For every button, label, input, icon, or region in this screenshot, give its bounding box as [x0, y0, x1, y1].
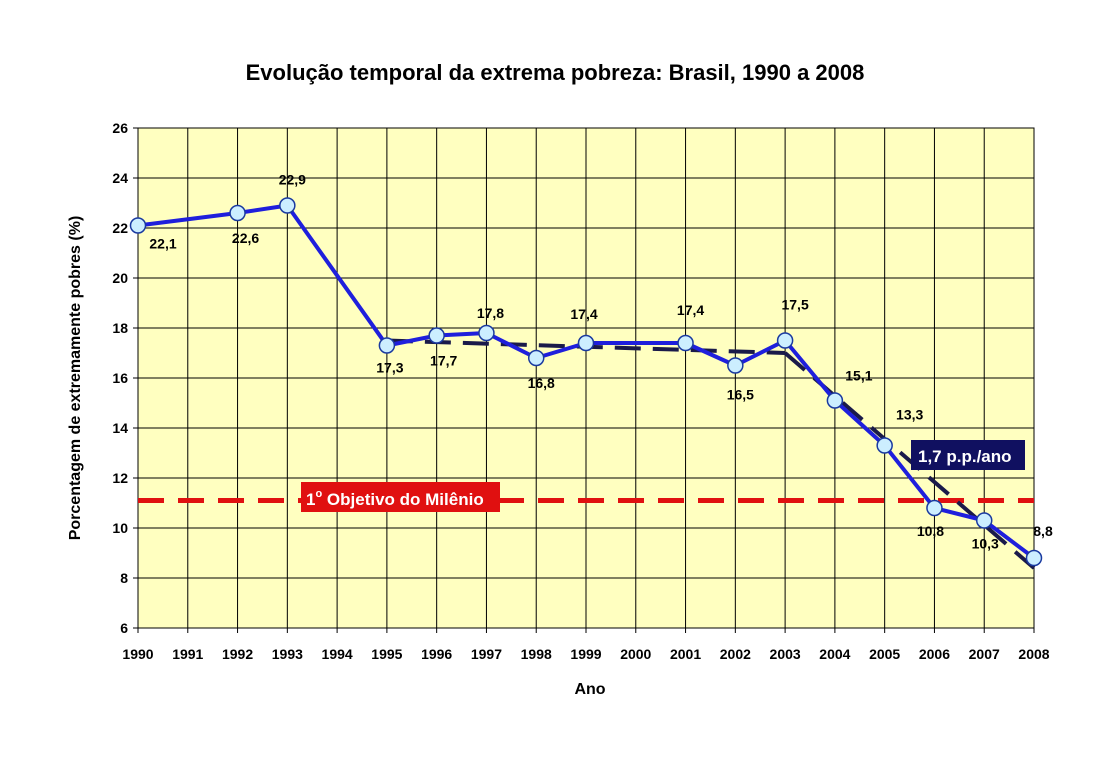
trend-annotation: 1,7 p.p./ano [911, 440, 1025, 470]
y-tick-label: 16 [112, 370, 128, 386]
y-tick-label: 14 [112, 420, 128, 436]
data-point-marker [577, 334, 595, 352]
data-label: 22,1 [149, 236, 176, 252]
y-tick-label: 24 [112, 170, 128, 186]
x-tick-label: 2004 [819, 646, 850, 662]
y-tick-label: 6 [120, 620, 128, 636]
x-tick-label: 1995 [371, 646, 402, 662]
x-tick-label: 2006 [919, 646, 950, 662]
goal-label-text: 1o Objetivo do Milênio [306, 488, 484, 509]
y-tick-label: 12 [112, 470, 128, 486]
y-axis-ticks: 6 8 10 12 14 16 18 20 22 24 26 [112, 120, 138, 636]
data-label: 17,7 [430, 353, 457, 369]
goal-label-main: 1 [306, 490, 315, 509]
x-tick-label: 2000 [620, 646, 651, 662]
data-label: 15,1 [845, 368, 872, 384]
data-point-marker [279, 197, 296, 214]
y-tick-label: 26 [112, 120, 128, 136]
trend-annotation-box [911, 440, 1025, 470]
data-label: 17,4 [570, 306, 597, 322]
data-label: 17,5 [781, 297, 808, 313]
goal-label-box [301, 482, 500, 512]
series-line [137, 203, 1036, 560]
data-label: 17,8 [477, 305, 504, 321]
x-tick-label: 2008 [1018, 646, 1049, 662]
x-tick-label: 1997 [471, 646, 502, 662]
trend-annotation-text: 1,7 p.p./ano [918, 447, 1012, 466]
goal-label: 1o Objetivo do Milênio [301, 482, 500, 512]
data-label: 22,6 [232, 230, 259, 246]
data-label: 10,8 [917, 523, 944, 539]
x-tick-label: 2005 [869, 646, 900, 662]
x-tick-label: 2002 [720, 646, 751, 662]
data-point-marker [975, 512, 993, 529]
x-axis-ticks: 1990 1991 1992 1993 1994 1995 1996 1997 1998 1999… [122, 628, 1050, 662]
y-tick-label: 10 [112, 520, 128, 536]
goal-label-rest: Objetivo do Milênio [322, 490, 484, 509]
data-point-marker [727, 357, 744, 374]
x-tick-label: 1992 [222, 646, 253, 662]
x-tick-label: 1998 [521, 646, 552, 662]
x-tick-label: 1999 [570, 646, 601, 662]
data-point-marker [428, 327, 445, 344]
data-label: 22,9 [279, 172, 306, 188]
x-tick-label: 2003 [770, 646, 801, 662]
chart-title: Evolução temporal da extrema pobreza: Br… [245, 60, 865, 85]
x-tick-label: 2001 [670, 646, 701, 662]
data-label: 8,8 [1033, 523, 1053, 539]
data-point-marker [826, 392, 844, 409]
x-tick-label: 1994 [322, 646, 353, 662]
data-label: 16,5 [727, 387, 754, 403]
data-point-marker [527, 349, 545, 367]
y-tick-label: 22 [112, 220, 128, 236]
x-tick-label: 1993 [272, 646, 303, 662]
x-tick-label: 2007 [969, 646, 1000, 662]
y-tick-label: 20 [112, 270, 128, 286]
data-label: 17,4 [677, 302, 704, 318]
grid [137, 127, 1035, 629]
x-tick-label: 1996 [421, 646, 452, 662]
x-tick-label: 1990 [122, 646, 153, 662]
y-tick-label: 8 [120, 570, 128, 586]
data-label: 10,3 [972, 536, 999, 552]
y-axis-label: Porcentagem de extremamente pobres (%) [67, 216, 84, 541]
data-point-marker [926, 499, 943, 517]
data-label: 16,8 [528, 375, 555, 391]
x-tick-label: 1991 [172, 646, 203, 662]
data-point-marker [378, 337, 396, 354]
x-axis-label: Ano [574, 681, 605, 698]
data-points [129, 197, 1043, 567]
data-point-marker [677, 334, 694, 352]
data-point-marker [478, 324, 495, 342]
data-label: 13,3 [896, 407, 923, 423]
data-point-marker [776, 332, 794, 349]
data-labels: 22,1 22,6 22,9 17,3 17,7 17,8 16,8 17,4 17,4 16,5… [149, 172, 1053, 552]
data-point-marker [1025, 549, 1043, 567]
data-point-marker [876, 437, 893, 454]
data-point-marker [229, 204, 246, 222]
data-label: 17,3 [376, 360, 403, 376]
y-tick-label: 18 [112, 320, 128, 336]
goal-label-sup: o [315, 488, 322, 500]
data-point-marker [129, 217, 147, 234]
